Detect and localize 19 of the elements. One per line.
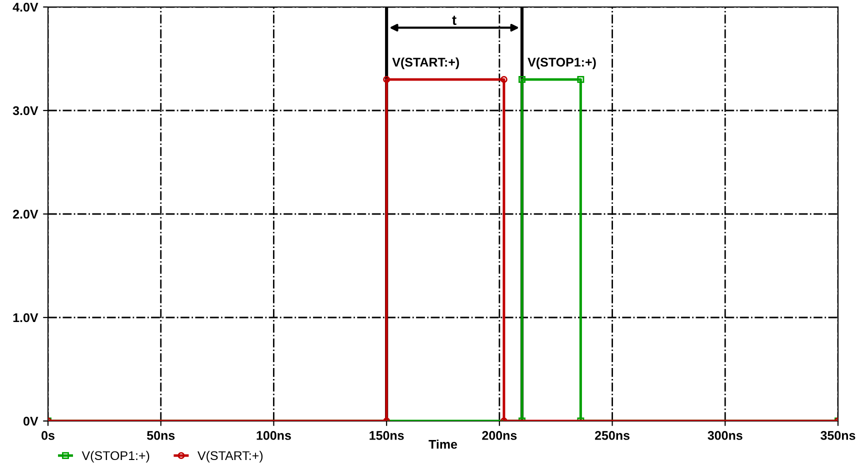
x-tick-label: 250ns xyxy=(595,431,630,440)
y-tick-label: 4.0V xyxy=(12,2,38,12)
annotation: t xyxy=(452,16,456,25)
y-tick-label: 3.0V xyxy=(12,106,38,116)
annotation: V(STOP1:+) xyxy=(528,57,596,70)
x-tick-label: 300ns xyxy=(708,431,742,440)
x-tick-label: 200ns xyxy=(482,431,517,440)
y-tick-label: 2.0V xyxy=(13,210,38,219)
x-tick-label: 100ns xyxy=(256,431,291,440)
x-tick-label: 50ns xyxy=(147,431,175,440)
x-tick-label: 350ns xyxy=(820,431,856,440)
y-tick-label: 0V xyxy=(23,416,38,426)
legend-label: V(STOP1:+) xyxy=(82,450,150,463)
legend-label: V(START:+) xyxy=(198,450,263,463)
x-tick-label: 0s xyxy=(42,431,54,440)
y-tick-label: 1.0V xyxy=(13,313,38,322)
x-tick-label: 150ns xyxy=(370,431,404,440)
x-axis-title: Time xyxy=(428,440,458,449)
annotation: V(START:+) xyxy=(392,57,459,70)
